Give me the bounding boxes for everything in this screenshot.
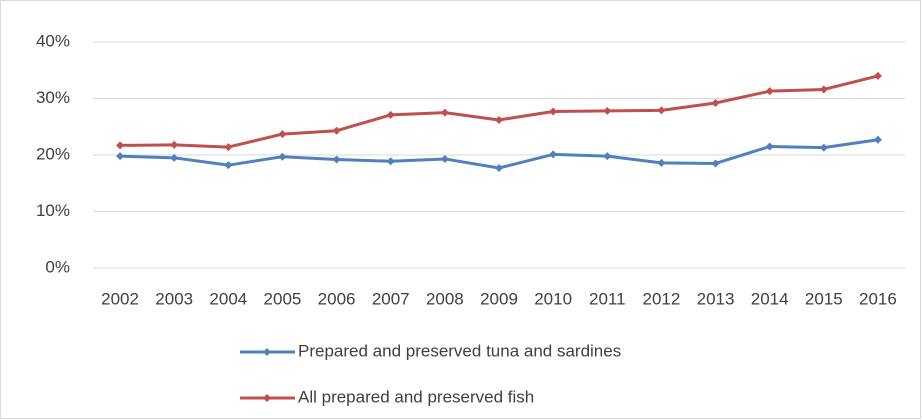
data-point bbox=[549, 150, 558, 159]
y-tick-label: 10% bbox=[36, 201, 70, 220]
y-tick-label: 40% bbox=[36, 31, 70, 50]
x-tick-label: 2007 bbox=[372, 289, 410, 308]
data-point bbox=[386, 157, 395, 166]
data-point bbox=[332, 126, 341, 135]
data-point bbox=[819, 143, 828, 152]
data-point bbox=[873, 135, 882, 144]
data-point bbox=[765, 142, 774, 151]
legend-label: Prepared and preserved tuna and sardines bbox=[298, 341, 621, 360]
x-tick-label: 2008 bbox=[426, 289, 464, 308]
data-point bbox=[440, 154, 449, 163]
x-tick-label: 2015 bbox=[805, 289, 843, 308]
y-tick-label: 30% bbox=[36, 88, 70, 107]
x-tick-label: 2003 bbox=[155, 289, 193, 308]
data-point bbox=[711, 159, 720, 168]
data-point bbox=[386, 110, 395, 119]
legend-marker bbox=[263, 348, 271, 356]
data-point bbox=[765, 87, 774, 96]
data-point bbox=[440, 108, 449, 117]
data-point bbox=[170, 140, 179, 149]
data-point bbox=[657, 158, 666, 167]
data-point bbox=[170, 153, 179, 162]
data-point bbox=[224, 161, 233, 170]
x-tick-label: 2011 bbox=[589, 289, 626, 308]
data-point bbox=[495, 115, 503, 124]
x-tick-label: 2012 bbox=[642, 289, 680, 308]
x-tick-label: 2010 bbox=[534, 289, 572, 308]
data-point bbox=[711, 99, 720, 108]
data-point bbox=[278, 152, 287, 161]
y-tick-label: 20% bbox=[36, 144, 70, 163]
data-point bbox=[278, 130, 287, 139]
data-point bbox=[549, 107, 558, 116]
y-tick-label: 0% bbox=[45, 257, 70, 276]
data-point bbox=[116, 152, 125, 161]
data-point bbox=[332, 155, 341, 164]
x-tick-label: 2013 bbox=[697, 289, 735, 308]
data-point bbox=[495, 163, 503, 172]
data-point bbox=[819, 85, 828, 94]
x-tick-label: 2004 bbox=[209, 289, 247, 308]
legend-label: All prepared and preserved fish bbox=[298, 387, 534, 406]
data-point bbox=[603, 152, 612, 161]
x-tick-label: 2016 bbox=[859, 289, 897, 308]
data-point bbox=[224, 143, 233, 152]
data-point bbox=[603, 106, 612, 115]
x-tick-label: 2005 bbox=[264, 289, 302, 308]
data-point bbox=[116, 141, 125, 150]
x-tick-label: 2014 bbox=[751, 289, 789, 308]
data-point bbox=[873, 71, 882, 80]
data-point bbox=[657, 106, 666, 115]
x-tick-label: 2009 bbox=[480, 289, 518, 308]
legend-marker bbox=[263, 394, 271, 402]
x-tick-label: 2002 bbox=[101, 289, 139, 308]
x-tick-label: 2006 bbox=[318, 289, 356, 308]
